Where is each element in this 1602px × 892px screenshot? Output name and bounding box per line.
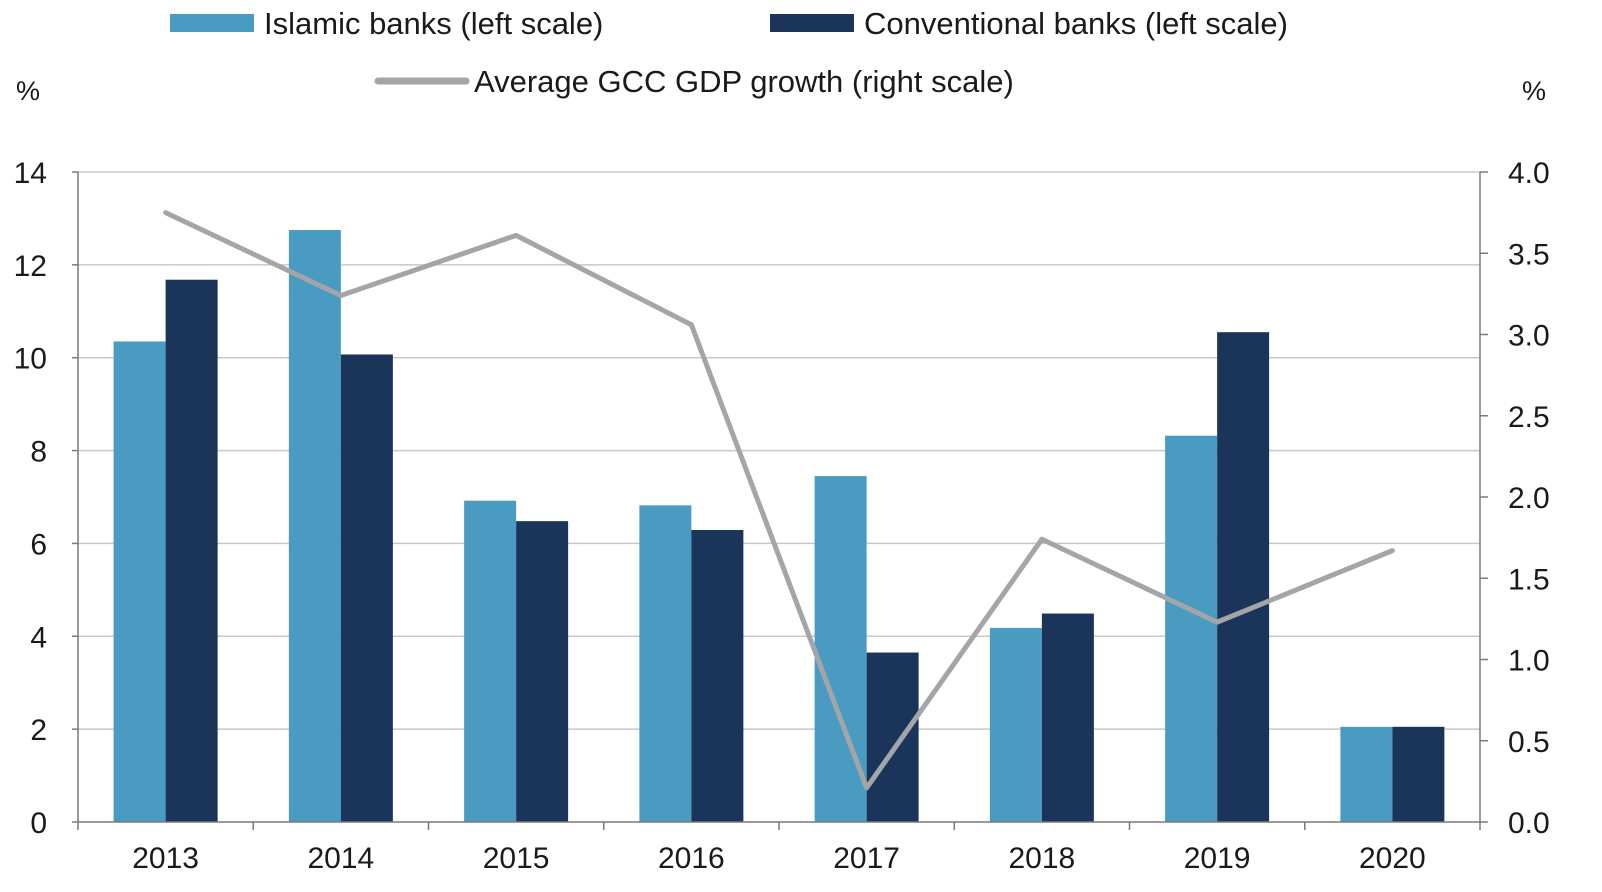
left-axis-ticks: 0 2 4 6 8 10 12 14 (14, 157, 78, 840)
right-tick-label: 0.5 (1508, 726, 1550, 759)
legend-label-conventional: Conventional banks (left scale) (864, 6, 1288, 41)
legend-swatch-islamic (170, 14, 254, 32)
left-tick-label: 6 (30, 528, 47, 561)
legend-swatch-conventional (770, 14, 854, 32)
x-axis-ticks: 2013 2014 2015 2016 2017 2018 2019 2020 (77, 822, 1481, 875)
right-axis-unit: % (1522, 76, 1546, 106)
gridlines (78, 171, 1480, 730)
left-tick-label: 4 (30, 621, 47, 654)
bar-conventional (1217, 332, 1270, 822)
x-tick-label: 2020 (1359, 842, 1426, 875)
bar-islamic (113, 341, 166, 822)
x-tick-label: 2019 (1184, 842, 1251, 875)
bar-islamic (989, 627, 1042, 822)
x-tick-label: 2013 (132, 842, 199, 875)
left-tick-label: 0 (30, 807, 47, 840)
bar-conventional (516, 521, 569, 822)
legend-label-gdp: Average GCC GDP growth (right scale) (474, 64, 1014, 99)
right-tick-label: 3.0 (1508, 320, 1550, 353)
bar-conventional (691, 529, 744, 822)
bar-conventional (165, 279, 218, 822)
left-tick-label: 14 (14, 157, 47, 190)
bar-islamic (1340, 726, 1393, 822)
right-axis-ticks: 0.0 0.5 1.0 1.5 2.0 2.5 3.0 3.5 4.0 (1480, 157, 1550, 840)
left-tick-label: 8 (30, 436, 47, 469)
bar-islamic (288, 230, 341, 823)
x-tick-label: 2018 (1009, 842, 1076, 875)
right-tick-label: 1.0 (1508, 645, 1550, 678)
x-tick-label: 2014 (308, 842, 375, 875)
legend: Islamic banks (left scale) Conventional … (170, 6, 1288, 99)
right-tick-label: 2.0 (1508, 482, 1550, 515)
bar-conventional (1041, 613, 1094, 822)
bar-conventional (866, 652, 919, 822)
right-tick-label: 0.0 (1508, 807, 1550, 840)
bar-conventional (1392, 726, 1445, 822)
right-tick-label: 1.5 (1508, 563, 1550, 596)
x-tick-label: 2017 (833, 842, 900, 875)
bar-islamic (464, 500, 517, 822)
bars (113, 230, 1445, 823)
right-tick-label: 2.5 (1508, 401, 1550, 434)
right-tick-label: 4.0 (1508, 157, 1550, 190)
bar-islamic (1165, 435, 1218, 822)
x-tick-label: 2015 (483, 842, 550, 875)
bar-islamic (639, 505, 692, 822)
left-axis-unit: % (16, 76, 40, 106)
left-tick-label: 2 (30, 714, 47, 747)
left-tick-label: 10 (14, 343, 47, 376)
gdp-line-series (163, 210, 1395, 791)
gdp-growth-line (163, 210, 1395, 791)
x-tick-label: 2016 (658, 842, 725, 875)
right-tick-label: 3.5 (1508, 238, 1550, 271)
bar-conventional (340, 354, 393, 822)
legend-label-islamic: Islamic banks (left scale) (264, 6, 603, 41)
left-tick-label: 12 (14, 250, 47, 283)
